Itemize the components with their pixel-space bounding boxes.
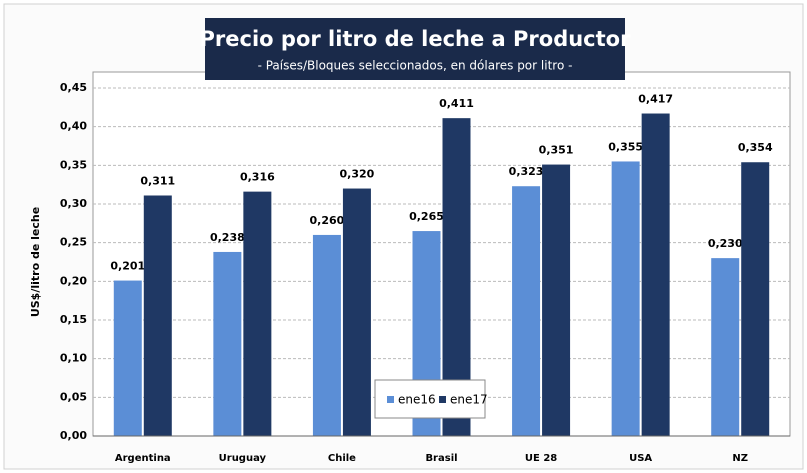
data-label: 0,323 xyxy=(509,165,544,178)
chart-title: Precio por litro de leche a Productor xyxy=(200,27,632,51)
y-tick-label: 0,20 xyxy=(60,274,87,287)
x-tick-label: NZ xyxy=(732,453,748,464)
title-box xyxy=(205,18,625,80)
x-tick-label: UE 28 xyxy=(525,453,557,464)
data-label: 0,417 xyxy=(638,93,673,106)
bar xyxy=(611,161,640,436)
data-label: 0,351 xyxy=(539,144,574,157)
data-label: 0,230 xyxy=(708,237,743,250)
bar xyxy=(113,280,142,436)
x-tick-label: USA xyxy=(629,453,652,464)
y-axis-label: US$/litro de leche xyxy=(29,207,42,317)
legend-label: ene17 xyxy=(450,393,488,407)
y-tick-label: 0,00 xyxy=(60,429,87,442)
data-label: 0,316 xyxy=(240,171,275,184)
plot-area xyxy=(92,71,791,437)
x-tick-label: Brasil xyxy=(425,453,457,464)
bar xyxy=(542,164,571,436)
y-tick-label: 0,45 xyxy=(60,81,87,94)
bar xyxy=(213,251,242,436)
x-tick-label: Chile xyxy=(328,453,356,464)
bar xyxy=(312,234,341,436)
data-label: 0,411 xyxy=(439,97,474,110)
bar xyxy=(741,162,770,437)
data-label: 0,238 xyxy=(210,231,245,244)
data-label: 0,260 xyxy=(310,214,345,227)
data-label: 0,355 xyxy=(608,140,643,153)
bar xyxy=(641,113,670,437)
y-tick-label: 0,05 xyxy=(60,390,87,403)
legend-swatch xyxy=(439,396,446,403)
bar xyxy=(512,186,541,436)
bar xyxy=(143,195,172,436)
data-label: 0,311 xyxy=(140,174,175,187)
data-label: 0,320 xyxy=(340,168,375,181)
bar xyxy=(243,191,272,436)
data-label: 0,265 xyxy=(409,210,444,223)
y-tick-label: 0,15 xyxy=(60,313,87,326)
y-tick-label: 0,35 xyxy=(60,158,87,171)
x-tick-label: Argentina xyxy=(115,453,171,464)
bar xyxy=(342,188,371,436)
legend-label: ene16 xyxy=(398,393,436,407)
y-tick-label: 0,40 xyxy=(60,120,87,133)
chart-subtitle: - Países/Bloques seleccionados, en dólar… xyxy=(258,59,573,73)
x-tick-label: Uruguay xyxy=(219,453,267,464)
legend-swatch xyxy=(387,396,394,403)
y-tick-label: 0,25 xyxy=(60,236,87,249)
y-tick-label: 0,30 xyxy=(60,197,87,210)
data-label: 0,201 xyxy=(110,260,145,273)
y-tick-label: 0,10 xyxy=(60,352,87,365)
data-label: 0,354 xyxy=(738,141,773,154)
bar xyxy=(711,258,740,436)
